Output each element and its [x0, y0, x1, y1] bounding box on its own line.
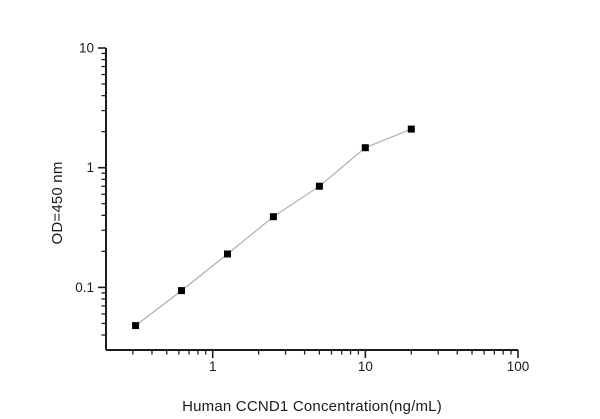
data-point-marker	[315, 182, 323, 190]
y-tick-label: 1	[86, 160, 94, 175]
x-axis-title: Human CCND1 Concentration(ng/mL)	[182, 398, 442, 415]
data-point-marker	[132, 322, 140, 330]
x-tick-label: 1	[209, 359, 217, 374]
y-tick-label: 0.1	[75, 280, 94, 295]
y-axis-title: OD=450 nm	[49, 161, 66, 244]
data-point-marker	[224, 250, 231, 258]
x-tick-label: 10	[358, 359, 373, 374]
data-point-marker	[269, 213, 277, 221]
y-tick-label: 10	[79, 41, 94, 56]
standard-curve-line	[135, 128, 412, 327]
data-point-marker	[361, 144, 369, 152]
data-point-marker	[178, 287, 185, 295]
plot-area: 1 10 100 10 1 0.1	[75, 41, 529, 375]
data-point-marker	[407, 125, 415, 133]
x-tick-label: 100	[507, 359, 530, 374]
